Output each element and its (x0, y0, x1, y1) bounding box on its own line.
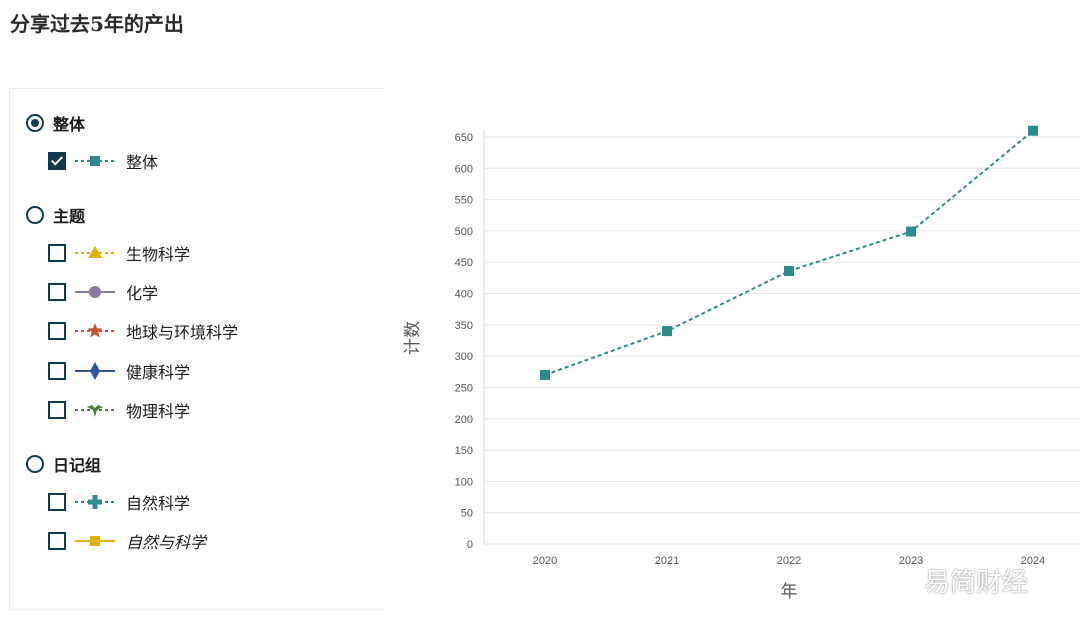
radio-icon (26, 455, 44, 473)
data-point-marker[interactable] (906, 226, 916, 237)
y-tick-label: 400 (455, 289, 473, 301)
series-layer (540, 125, 1038, 380)
series-line (544, 129, 1034, 376)
square-line-legend-icon (75, 536, 115, 546)
axis-layer: 0 50 100 150 200 250 300 350 400 450 500 550 600 650 2… (455, 129, 1045, 567)
checkbox[interactable] (48, 244, 66, 262)
checkbox[interactable] (48, 322, 66, 340)
series-label: 化学 (126, 284, 159, 303)
series-item[interactable]: 健康科学 (48, 359, 190, 383)
y-tick-label: 600 (455, 163, 473, 175)
group-label: 主题 (53, 207, 86, 226)
group-overall-radio[interactable]: 整体 (26, 111, 85, 135)
series-label: 自然科学 (126, 494, 191, 513)
series-item[interactable]: 自然科学 (48, 490, 190, 514)
checkbox[interactable] (48, 362, 66, 380)
y-tick-label: 150 (455, 445, 473, 457)
radio-icon (26, 114, 44, 132)
circle-line-legend-icon (75, 286, 115, 298)
group-topic-radio[interactable]: 主题 (26, 203, 85, 227)
checkbox[interactable] (48, 152, 66, 170)
series-label: 生物科学 (126, 245, 191, 264)
group-label: 整体 (53, 115, 86, 134)
radio-icon (26, 206, 44, 224)
y-tick-label: 500 (455, 226, 473, 238)
diamond-line-legend-icon (75, 362, 115, 380)
leaf-line-legend-icon (75, 405, 115, 417)
series-item[interactable]: 生物科学 (48, 241, 190, 265)
x-tick-label: 2020 (533, 555, 557, 567)
group-label: 日记组 (53, 456, 102, 475)
line-chart: 0 50 100 150 200 250 300 350 400 450 500 550 600 650 2… (403, 125, 1080, 602)
checkbox[interactable] (48, 493, 66, 511)
series-item[interactable]: 整体 (48, 149, 158, 173)
series-label: 健康科学 (126, 363, 191, 382)
star-line-legend-icon (75, 323, 115, 338)
series-label: 自然与科学 (126, 533, 207, 552)
triangle-line-legend-icon (75, 246, 115, 258)
y-tick-label: 350 (455, 320, 473, 332)
y-axis-title: 计数 (403, 321, 423, 355)
data-point-marker[interactable] (1028, 125, 1038, 136)
data-point-marker[interactable] (540, 369, 550, 380)
series-label: 物理科学 (126, 402, 191, 421)
checkbox[interactable] (48, 532, 66, 550)
series-selector-panel: 整体 整体 主题 生物科学 化学 地球与环境科学 健康科学 物理科学 日记组 (9, 88, 385, 610)
watermark: 易简财经 (924, 568, 1029, 598)
y-tick-label: 450 (455, 257, 473, 269)
checkbox[interactable] (48, 283, 66, 301)
y-tick-label: 250 (455, 382, 473, 394)
y-tick-label: 650 (455, 132, 473, 144)
data-point-marker[interactable] (784, 265, 794, 276)
plus-line-legend-icon (75, 495, 115, 509)
y-tick-label: 100 (455, 476, 473, 488)
series-item[interactable]: 物理科学 (48, 398, 190, 422)
group-journal-radio[interactable]: 日记组 (26, 452, 101, 476)
x-axis-title: 年 (781, 582, 798, 602)
y-tick-label: 200 (455, 414, 473, 426)
series-label: 整体 (126, 153, 159, 172)
x-tick-label: 2024 (1021, 555, 1045, 567)
square-line-legend-icon (75, 156, 115, 166)
y-tick-label: 300 (455, 351, 473, 363)
data-point-marker[interactable] (662, 326, 672, 337)
series-item[interactable]: 自然与科学 (48, 529, 206, 553)
y-tick-label: 50 (461, 508, 473, 520)
series-label: 地球与环境科学 (126, 323, 239, 342)
checkbox[interactable] (48, 401, 66, 419)
y-tick-label: 550 (455, 195, 473, 207)
x-tick-label: 2022 (777, 555, 801, 567)
y-tick-label: 0 (467, 539, 473, 551)
x-tick-label: 2021 (655, 555, 679, 567)
grid-layer (484, 136, 1080, 545)
page-title: 分享过去5年的产出 (10, 12, 184, 36)
series-item[interactable]: 化学 (48, 280, 158, 304)
x-tick-label: 2023 (899, 555, 923, 567)
series-item[interactable]: 地球与环境科学 (48, 319, 238, 343)
